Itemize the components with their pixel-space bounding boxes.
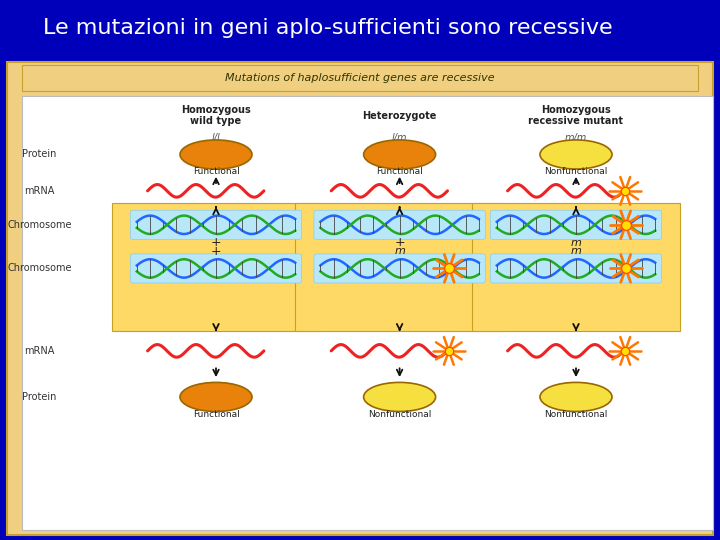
FancyBboxPatch shape bbox=[295, 203, 504, 332]
Text: Homozygous
wild type: Homozygous wild type bbox=[181, 105, 251, 126]
Text: l/l: l/l bbox=[212, 132, 220, 143]
Ellipse shape bbox=[364, 382, 436, 411]
Text: +: + bbox=[211, 245, 221, 258]
Text: m/m: m/m bbox=[565, 132, 587, 143]
Text: Nonfunctional: Nonfunctional bbox=[368, 410, 431, 420]
Text: Nonfunctional: Nonfunctional bbox=[544, 410, 608, 420]
Text: Functional: Functional bbox=[193, 167, 239, 176]
Text: +: + bbox=[211, 236, 221, 249]
Text: Heterozygote: Heterozygote bbox=[362, 111, 437, 121]
FancyBboxPatch shape bbox=[472, 203, 680, 332]
Text: Protein: Protein bbox=[22, 392, 57, 402]
Ellipse shape bbox=[364, 140, 436, 169]
Text: l/m: l/m bbox=[392, 132, 408, 143]
FancyBboxPatch shape bbox=[314, 210, 485, 239]
Ellipse shape bbox=[540, 140, 612, 169]
Text: Chromosome: Chromosome bbox=[7, 264, 72, 273]
Text: +: + bbox=[395, 236, 405, 249]
FancyBboxPatch shape bbox=[130, 254, 302, 283]
FancyBboxPatch shape bbox=[490, 210, 662, 239]
Text: m: m bbox=[570, 246, 582, 256]
Text: Homozygous
recessive mutant: Homozygous recessive mutant bbox=[528, 105, 624, 126]
Ellipse shape bbox=[540, 382, 612, 411]
Text: Mutations of haplosufficient genes are recessive: Mutations of haplosufficient genes are r… bbox=[225, 73, 495, 83]
FancyBboxPatch shape bbox=[130, 210, 302, 239]
FancyBboxPatch shape bbox=[314, 254, 485, 283]
FancyBboxPatch shape bbox=[22, 96, 713, 530]
Text: Functional: Functional bbox=[377, 167, 423, 176]
FancyBboxPatch shape bbox=[22, 65, 698, 91]
FancyBboxPatch shape bbox=[7, 62, 713, 535]
Text: mRNA: mRNA bbox=[24, 186, 55, 196]
Text: m: m bbox=[394, 246, 405, 256]
Ellipse shape bbox=[180, 140, 252, 169]
Ellipse shape bbox=[180, 382, 252, 411]
Text: Protein: Protein bbox=[22, 150, 57, 159]
Text: Nonfunctional: Nonfunctional bbox=[544, 167, 608, 176]
FancyBboxPatch shape bbox=[112, 203, 320, 332]
Text: Chromosome: Chromosome bbox=[7, 220, 72, 230]
Text: Functional: Functional bbox=[193, 410, 239, 420]
Text: m: m bbox=[570, 238, 582, 248]
Text: mRNA: mRNA bbox=[24, 346, 55, 356]
FancyBboxPatch shape bbox=[490, 254, 662, 283]
Text: Le mutazioni in geni aplo-sufficienti sono recessive: Le mutazioni in geni aplo-sufficienti so… bbox=[43, 17, 613, 38]
